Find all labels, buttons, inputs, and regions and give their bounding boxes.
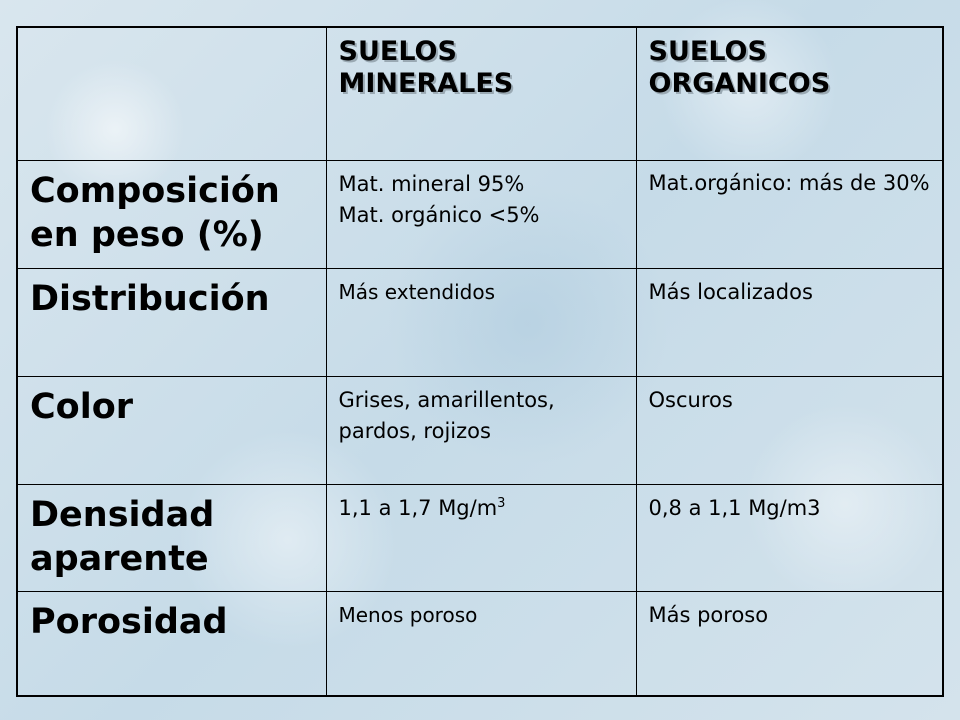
cell-composicion-organicos: Mat.orgánico: más de 30%: [635, 159, 944, 269]
cell-densidad-organicos: 0,8 a 1,1 Mg/m3: [635, 483, 944, 592]
row-label-distribucion: Distribución: [16, 267, 327, 377]
header-corner-cell: [16, 26, 327, 161]
cell-color-organicos: Oscuros: [635, 375, 944, 485]
cell-composicion-minerales: Mat. mineral 95% Mat. orgánico <5%: [325, 159, 637, 269]
row-label-composicion: Composición en peso (%): [16, 159, 327, 269]
row-label-densidad: Densidad aparente: [16, 483, 327, 592]
cell-text-line: Mat. orgánico <5%: [338, 202, 540, 227]
cell-distribucion-minerales: Más extendidos: [325, 267, 637, 377]
density-exponent: 3: [497, 495, 506, 511]
table-row: Densidad aparente 1,1 a 1,7 Mg/m3 0,8 a …: [16, 483, 944, 592]
cell-densidad-minerales: 1,1 a 1,7 Mg/m3: [325, 483, 637, 592]
cell-porosidad-minerales: Menos poroso: [325, 590, 637, 697]
cell-distribucion-organicos: Más localizados: [635, 267, 944, 377]
cell-text-line: Mat. mineral 95%: [338, 171, 525, 196]
header-suelos-minerales: SUELOS MINERALES: [325, 26, 637, 161]
cell-porosidad-organicos: Más poroso: [635, 590, 944, 697]
table-row: Composición en peso (%) Mat. mineral 95%…: [16, 159, 944, 269]
row-label-porosidad: Porosidad: [16, 590, 327, 697]
header-suelos-organicos: SUELOS ORGANICOS: [635, 26, 944, 161]
cell-color-minerales: Grises, amarillentos, pardos, rojizos: [325, 375, 637, 485]
table-row: Porosidad Menos poroso Más poroso: [16, 590, 944, 697]
row-label-color: Color: [16, 375, 327, 485]
table-header-row: SUELOS MINERALES SUELOS ORGANICOS: [16, 26, 944, 161]
soil-comparison-table: SUELOS MINERALES SUELOS ORGANICOS Compos…: [16, 26, 944, 697]
density-value: 1,1 a 1,7 Mg/m: [338, 495, 498, 520]
table-row: Distribución Más extendidos Más localiza…: [16, 267, 944, 377]
table-row: Color Grises, amarillentos, pardos, roji…: [16, 375, 944, 485]
